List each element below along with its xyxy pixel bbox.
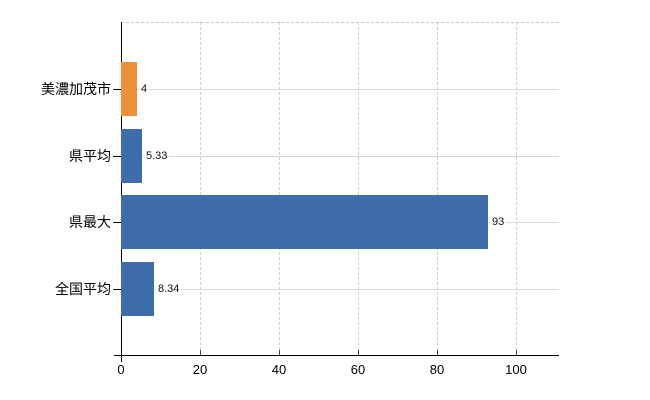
value-label: 93: [490, 215, 507, 228]
y-tick: [113, 156, 121, 157]
gridline-x-100: [516, 22, 517, 355]
x-tick-40: [279, 350, 280, 355]
bar-pref-average[interactable]: [121, 129, 142, 183]
gridline-row: [121, 156, 559, 157]
x-tick-label-0: 0: [117, 362, 125, 377]
y-tick: [113, 89, 121, 90]
x-tick-label-20: 20: [192, 362, 208, 377]
bar-minokamo[interactable]: [121, 62, 137, 116]
x-axis-line: [114, 355, 559, 356]
gridline-row: [121, 289, 559, 290]
x-tick-label-80: 80: [429, 362, 445, 377]
x-tick-label-100: 100: [505, 362, 527, 377]
category-label-pref-max: 県最大: [69, 214, 111, 230]
bar-row-pref-average: 5.33: [121, 129, 559, 183]
x-tick-100: [516, 350, 517, 355]
value-label: 8.34: [156, 282, 182, 295]
x-tick-label-40: 40: [271, 362, 287, 377]
x-tick-label-60: 60: [350, 362, 366, 377]
plot-top-border: [121, 22, 559, 23]
bar-row-minokamo: 4: [121, 62, 559, 116]
x-tick-80: [437, 350, 438, 355]
value-label: 4: [139, 82, 150, 95]
gridline-row: [121, 89, 559, 90]
x-tick-60: [358, 350, 359, 355]
gridline-x-20: [200, 22, 201, 355]
y-tick: [113, 222, 121, 223]
category-label-pref-average: 県平均: [69, 148, 111, 164]
gridline-x-60: [358, 22, 359, 355]
category-label-minokamo: 美濃加茂市: [41, 81, 111, 97]
bar-row-pref-max: 93: [121, 195, 559, 249]
bar-pref-max[interactable]: [121, 195, 488, 249]
x-tick-20: [200, 350, 201, 355]
gridline-x-80: [437, 22, 438, 355]
category-label-national-average: 全国平均: [55, 281, 111, 297]
y-tick: [113, 289, 121, 290]
bar-row-national-average: 8.34: [121, 262, 559, 316]
y-axis-line: [121, 22, 122, 362]
gridline-x-40: [279, 22, 280, 355]
value-label: 5.33: [144, 149, 170, 162]
bar-national-average[interactable]: [121, 262, 154, 316]
